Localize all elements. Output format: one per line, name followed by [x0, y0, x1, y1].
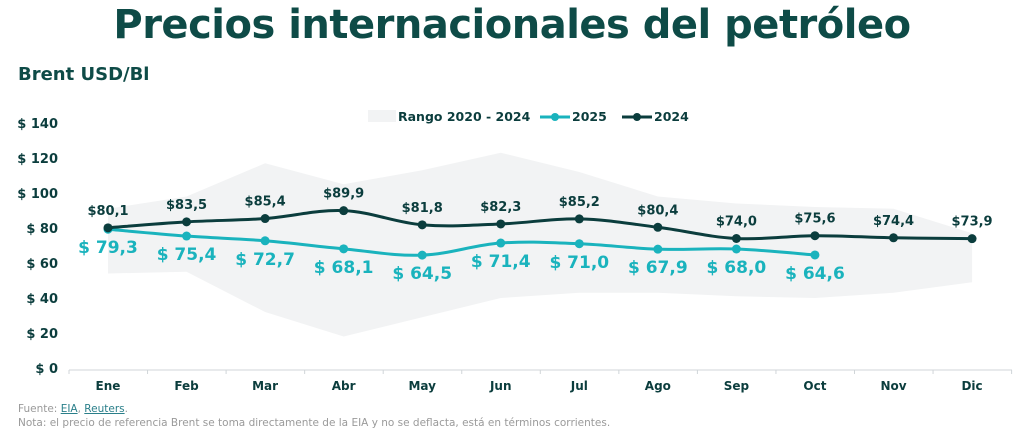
x-tick-label: Ene — [96, 379, 121, 393]
data-label-2024: $82,3 — [480, 200, 521, 215]
data-point-2025 — [731, 244, 741, 254]
x-tick-label: Mar — [252, 379, 278, 393]
x-tick-label: Abr — [332, 379, 356, 393]
data-label-2025: $ 79,3 — [78, 238, 138, 258]
data-label-2024: $75,6 — [794, 212, 835, 227]
data-point-2024 — [889, 233, 898, 243]
source-line: Fuente: EIA, Reuters. — [18, 403, 128, 415]
x-tick-label: Feb — [174, 379, 199, 393]
x-tick-label: Jun — [489, 379, 512, 393]
x-tick-label: Ago — [645, 379, 671, 393]
series-line-2024 — [107, 209, 973, 241]
data-point-2024 — [574, 214, 584, 224]
data-point-2025 — [260, 236, 270, 246]
data-label-2025: $ 68,0 — [707, 258, 767, 278]
data-point-2025 — [417, 250, 427, 260]
data-label-2024: $74,4 — [873, 214, 914, 229]
data-point-2024 — [182, 217, 192, 227]
data-point-2024 — [653, 222, 663, 232]
range-band — [108, 152, 973, 337]
legend-label-2025: 2025 — [572, 109, 607, 124]
data-label-2024: $80,4 — [637, 203, 678, 218]
data-label-2024: $85,2 — [559, 195, 600, 210]
legend-label-range: Rango 2020 - 2024 — [398, 109, 531, 124]
y-tick-label: $ 0 — [35, 362, 58, 377]
data-point-2025 — [496, 238, 506, 248]
data-point-2025 — [653, 244, 663, 254]
legend-label-2024: 2024 — [654, 109, 689, 124]
y-tick-label: $ 40 — [26, 292, 58, 307]
note: Nota: el precio de referencia Brent se t… — [18, 417, 611, 429]
chart-subtitle: Brent USD/Bl — [18, 64, 150, 85]
data-label-2025: $ 64,5 — [392, 264, 452, 284]
y-tick-label: $ 140 — [17, 117, 58, 132]
data-point-2024 — [417, 220, 427, 230]
x-tick-label: May — [408, 379, 436, 393]
x-tick-label: Nov — [880, 379, 906, 393]
data-label-2024: $89,9 — [323, 187, 364, 202]
data-label-2025: $ 75,4 — [157, 245, 217, 265]
data-label-2025: $ 67,9 — [628, 258, 688, 278]
data-point-2025 — [339, 244, 349, 254]
data-point-2024 — [339, 206, 349, 216]
link-reuters[interactable]: Reuters — [84, 403, 125, 415]
y-tick-label: $ 100 — [17, 187, 58, 202]
y-tick-label: $ 60 — [26, 257, 58, 272]
data-point-2024 — [496, 219, 506, 229]
x-tick-label: Jul — [570, 379, 588, 393]
data-label-2025: $ 71,4 — [471, 252, 531, 272]
data-label-2025: $ 71,0 — [549, 253, 609, 273]
page-title: Precios internacionales del petróleo — [113, 2, 911, 48]
link-eia[interactable]: EIA — [60, 403, 78, 415]
data-label-2024: $80,1 — [87, 204, 128, 219]
data-label-2024: $74,0 — [716, 215, 757, 230]
data-point-2024 — [731, 234, 741, 243]
data-label-2024: $81,8 — [402, 201, 443, 216]
y-tick-label: $ 20 — [26, 327, 58, 342]
data-point-2024 — [260, 214, 270, 224]
x-tick-label: Dic — [961, 379, 982, 393]
series-line-2025 — [107, 227, 816, 257]
data-label-2024: $83,5 — [166, 198, 207, 213]
data-point-2025 — [810, 250, 820, 260]
data-point-2025 — [182, 231, 192, 241]
y-tick-label: $ 120 — [17, 152, 58, 167]
data-label-2025: $ 72,7 — [235, 250, 295, 270]
y-tick-label: $ 80 — [26, 222, 58, 237]
data-point-2024 — [810, 231, 820, 241]
legend-swatch-range — [368, 110, 396, 122]
x-tick-label: Sep — [724, 379, 750, 393]
source-prefix: Fuente: — [18, 403, 61, 415]
data-label-2025: $ 64,6 — [785, 264, 845, 284]
data-label-2024: $85,4 — [245, 195, 286, 210]
data-point-2024 — [103, 223, 113, 233]
data-point-2025 — [574, 239, 584, 249]
data-label-2024: $73,9 — [951, 215, 992, 230]
source-end: . — [124, 403, 128, 415]
data-point-2024 — [967, 234, 977, 244]
legend-marker-2025 — [551, 113, 559, 121]
data-label-2025: $ 68,1 — [314, 258, 374, 278]
legend-marker-2024 — [633, 113, 641, 121]
source-sep: , — [77, 403, 85, 415]
x-tick-label: Oct — [803, 379, 826, 393]
